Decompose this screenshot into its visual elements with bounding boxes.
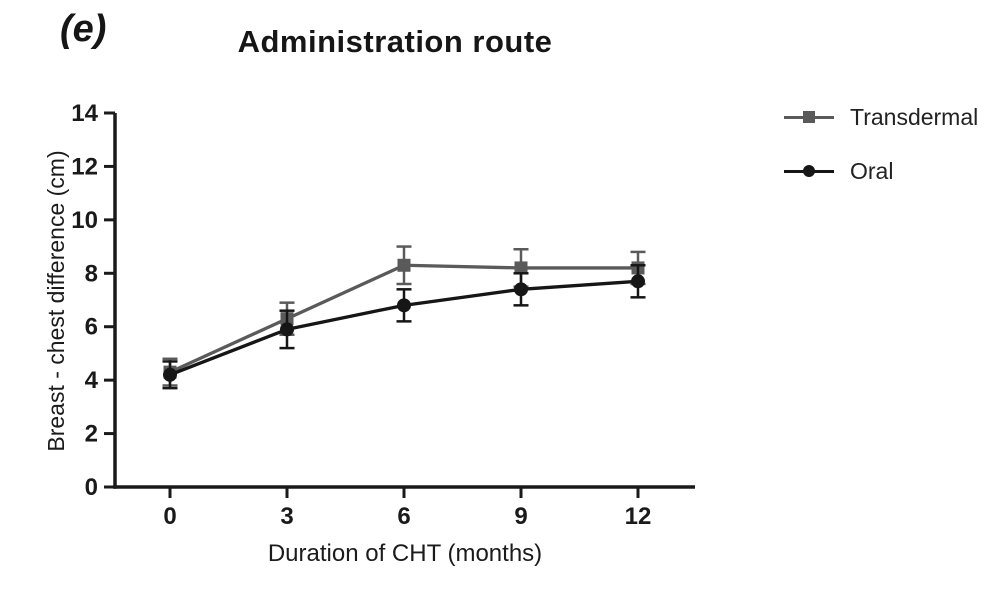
chart-title: Administration route	[237, 24, 553, 59]
square-marker-transdermal	[397, 258, 411, 272]
y-tick-label: 2	[85, 421, 98, 448]
legend-swatch-transdermal	[784, 102, 834, 132]
circle-marker-oral	[397, 298, 411, 313]
x-tick-label: 3	[280, 503, 293, 530]
circle-marker-oral	[163, 367, 177, 382]
x-tick-label: 9	[514, 503, 527, 530]
square-marker-transdermal	[514, 261, 528, 275]
x-tick-label: 0	[163, 503, 176, 530]
x-axis-label: Duration of CHT (months)	[267, 540, 543, 567]
x-tick-label: 6	[397, 503, 410, 530]
circle-marker-oral	[280, 322, 294, 337]
x-tick-label: 12	[625, 503, 652, 530]
chart-legend: Transdermal Oral	[784, 102, 978, 210]
legend-swatch-oral	[784, 156, 834, 186]
y-tick-label: 10	[71, 207, 98, 234]
y-tick-label: 12	[71, 153, 98, 180]
y-tick-label: 8	[85, 260, 98, 287]
legend-item-oral: Oral	[784, 156, 978, 186]
circle-marker-oral	[631, 274, 645, 289]
legend-label: Transdermal	[850, 103, 979, 130]
circle-marker-oral	[514, 282, 528, 297]
square-marker-icon	[803, 111, 815, 123]
legend-item-transdermal: Transdermal	[784, 102, 978, 132]
y-axis-label: Breast - chest difference (cm)	[43, 150, 69, 452]
y-tick-label: 6	[85, 314, 98, 341]
panel-letter-label: (e)	[60, 8, 107, 50]
y-tick-label: 4	[85, 367, 99, 394]
legend-label: Oral	[850, 157, 894, 184]
y-tick-label: 14	[71, 100, 98, 127]
circle-marker-icon	[803, 165, 815, 177]
y-tick-label: 0	[85, 474, 98, 501]
